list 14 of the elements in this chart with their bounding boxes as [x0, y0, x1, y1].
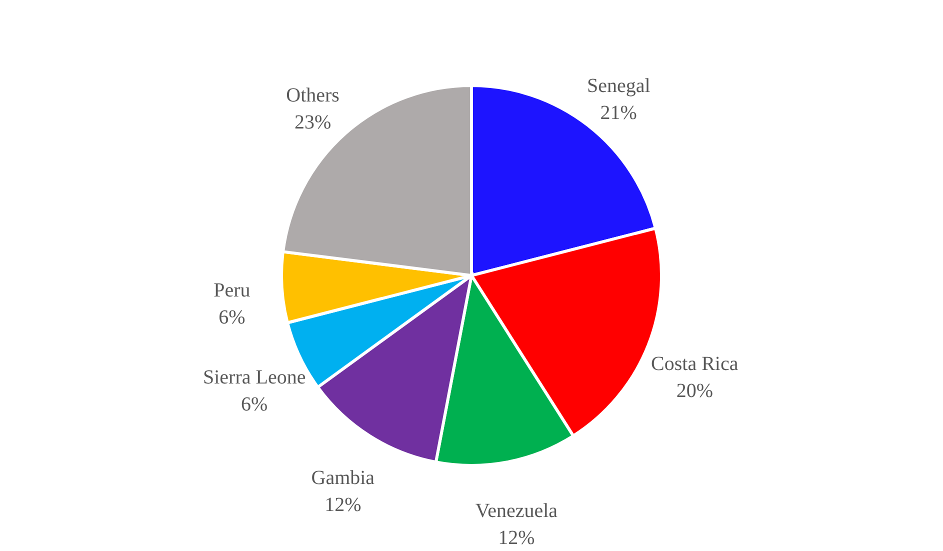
slice-label: Venezuela	[475, 500, 558, 522]
slice-label: Gambia	[311, 467, 375, 490]
data-label: 20%	[676, 380, 713, 402]
slice-label: Others	[286, 84, 340, 106]
slice-label: Sierra Leone	[202, 366, 306, 389]
data-label: 6%	[241, 394, 268, 416]
data-label: 6%	[218, 306, 246, 329]
data-label: 12%	[498, 527, 535, 550]
data-label: 12%	[324, 494, 362, 516]
slice-label: Peru	[214, 280, 250, 302]
data-label: 21%	[600, 102, 637, 124]
slice-label: Senegal	[586, 74, 651, 97]
data-label: 23%	[294, 111, 332, 134]
slice-label: Costa Rica	[651, 352, 738, 375]
